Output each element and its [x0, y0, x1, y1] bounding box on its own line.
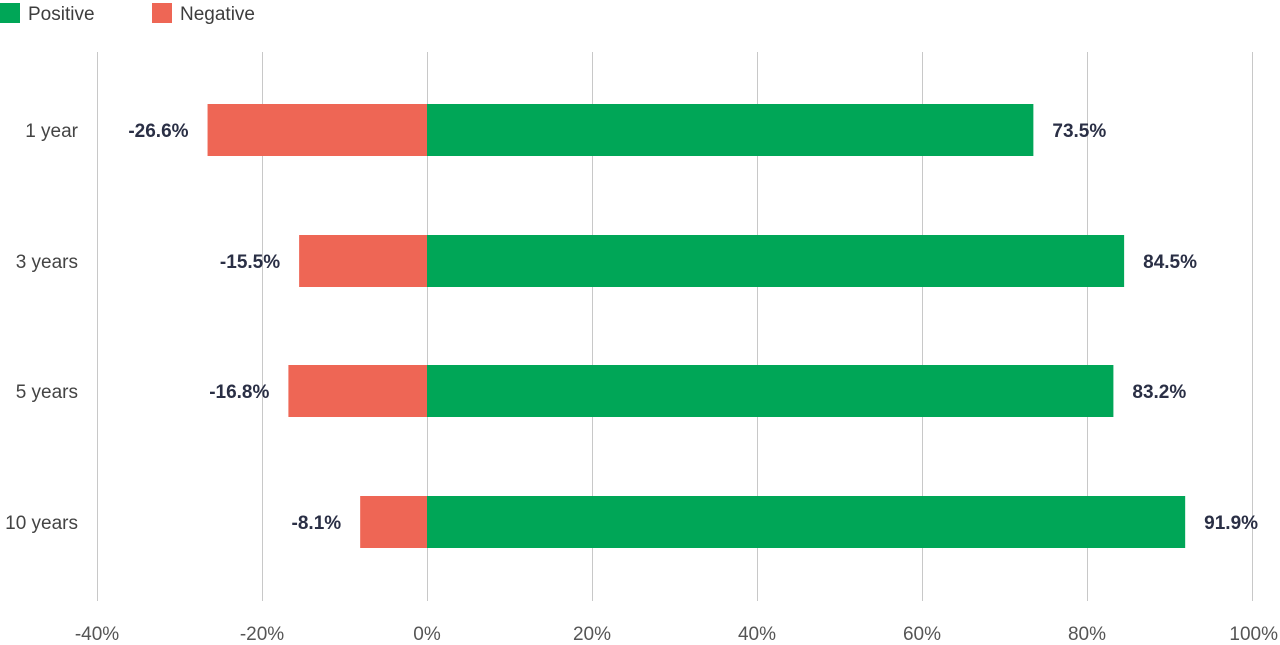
category-label: 5 years [16, 382, 78, 403]
x-tick-label: 100% [1229, 624, 1278, 645]
x-tick-label: 80% [1068, 624, 1106, 645]
x-tick-label: -40% [75, 624, 119, 645]
x-axis-tick-labels: -40% -20% 0% 20% 40% 60% 80% 100% [75, 624, 1278, 645]
data-label-positive: 91.9% [1204, 513, 1258, 534]
legend-label-positive: Positive [28, 4, 95, 25]
data-label-positive: 73.5% [1052, 121, 1106, 142]
data-label-positive: 84.5% [1143, 252, 1197, 273]
data-label-negative: -16.8% [209, 382, 269, 403]
x-tick-label: 0% [413, 624, 441, 645]
bar-negative [360, 496, 427, 548]
bars [207, 104, 1186, 548]
category-label: 1 year [25, 121, 78, 142]
legend-label-negative: Negative [180, 4, 255, 25]
bar-negative [207, 104, 427, 156]
bar-positive [427, 496, 1186, 548]
x-tick-label: 60% [903, 624, 941, 645]
data-labels: -26.6% 73.5% -15.5% 84.5% -16.8% 83.2% -8.1% 91… [128, 121, 1258, 534]
bar-positive [427, 235, 1125, 287]
x-tick-label: 40% [738, 624, 776, 645]
bar-positive [427, 365, 1114, 417]
bar-negative [288, 365, 427, 417]
data-label-negative: -26.6% [128, 121, 188, 142]
category-labels: 1 year 3 years 5 years 10 years [5, 121, 79, 534]
bar-positive [427, 104, 1034, 156]
bar-negative [299, 235, 427, 287]
data-label-negative: -15.5% [220, 252, 280, 273]
data-label-negative: -8.1% [292, 513, 342, 534]
legend-swatch-positive [0, 3, 20, 23]
legend: Positive Negative [0, 3, 255, 25]
x-tick-label: 20% [573, 624, 611, 645]
category-label: 3 years [16, 252, 78, 273]
x-tick-label: -20% [240, 624, 284, 645]
legend-swatch-negative [152, 3, 172, 23]
data-label-positive: 83.2% [1132, 382, 1186, 403]
category-label: 10 years [5, 513, 78, 534]
